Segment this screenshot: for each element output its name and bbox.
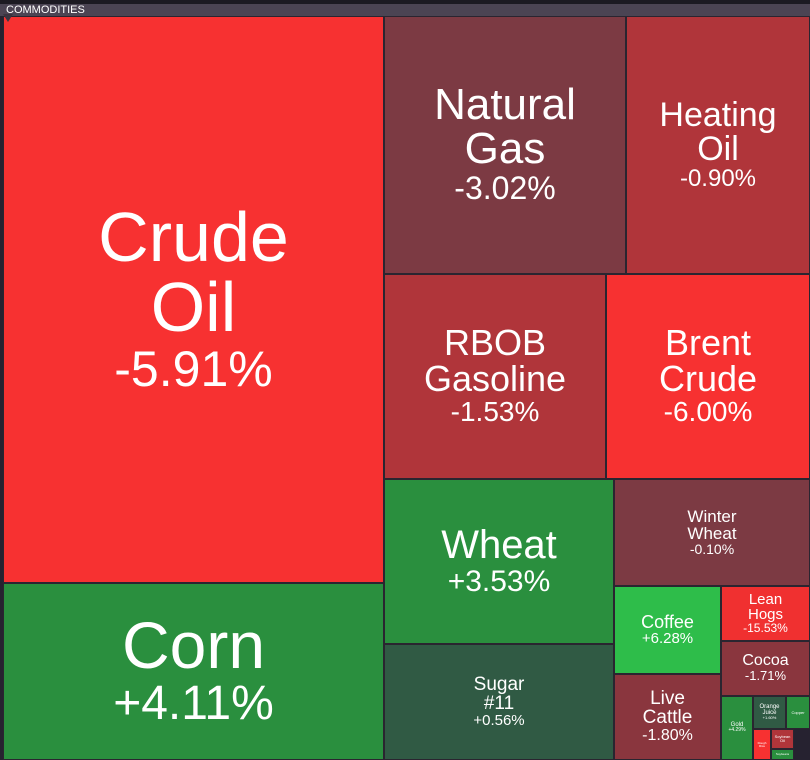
- tile-corn[interactable]: Corn +4.11%: [3, 583, 384, 760]
- tile-name: Lean Hogs: [747, 590, 784, 623]
- tile-change: -0.10%: [689, 540, 735, 557]
- tile-live-cattle[interactable]: Live Cattle -1.80%: [614, 674, 721, 760]
- tile-coffee[interactable]: Coffee +6.28%: [614, 586, 721, 674]
- tile-sugar-11[interactable]: Sugar #11 +0.56%: [384, 644, 614, 760]
- tile-name: Winter Wheat: [687, 506, 737, 543]
- tile-lean-hogs[interactable]: Lean Hogs -15.53%: [721, 586, 810, 641]
- tile-change: -5.91%: [114, 341, 273, 397]
- tile-rbob-gasoline[interactable]: RBOB Gasoline -1.53%: [384, 274, 606, 479]
- tile-gold[interactable]: Gold +4.29%: [721, 696, 753, 760]
- tile-copper[interactable]: Copper: [786, 696, 810, 729]
- tile-change: -15.53%: [743, 620, 788, 635]
- tile-change: -0.90%: [679, 164, 757, 192]
- tile-change: +4.29%: [728, 727, 746, 734]
- tile-change: +4.11%: [113, 677, 274, 731]
- tile-name: Heating Oil: [659, 95, 777, 168]
- tile-soybeans[interactable]: Soybeans: [771, 749, 794, 760]
- tile-name: Live Cattle: [642, 688, 693, 729]
- top-bar: [0, 0, 810, 4]
- tile-heating-oil[interactable]: Heating Oil -0.90%: [626, 16, 810, 274]
- tile-soybean-oil[interactable]: Soybean Oil: [771, 729, 794, 749]
- tile-change: +6.28%: [641, 629, 694, 647]
- tile-crude-oil[interactable]: Crude Oil -5.91%: [3, 16, 384, 583]
- caret-down-icon: [3, 14, 13, 22]
- tile-name: Natural Gas: [434, 80, 576, 174]
- tile-wheat[interactable]: Wheat +3.53%: [384, 479, 614, 644]
- tile-name: Cocoa: [742, 652, 789, 670]
- tile-name: RBOB Gasoline: [423, 322, 567, 400]
- tile-name: Sugar #11: [473, 673, 525, 714]
- tile-change: +1.60%: [762, 715, 777, 721]
- tile-name: Brent Crude: [658, 322, 758, 400]
- tile-cocoa[interactable]: Cocoa -1.71%: [721, 641, 810, 696]
- tile-change: -6.00%: [663, 396, 753, 428]
- tile-name: Orange Juice: [759, 704, 780, 717]
- tile-orange-juice[interactable]: Orange Juice +1.60%: [753, 696, 786, 729]
- treemap-header[interactable]: COMMODITIES: [0, 4, 810, 16]
- tile-name: Soybean Oil: [774, 734, 791, 743]
- tile-change: -3.02%: [454, 170, 556, 207]
- tile-rough-rice[interactable]: Rough Rice: [753, 729, 771, 760]
- tile-name: Coffee: [641, 611, 694, 632]
- tile-change: -1.71%: [744, 668, 787, 684]
- tile-natural-gas[interactable]: Natural Gas -3.02%: [384, 16, 626, 274]
- tile-change: +3.53%: [447, 565, 551, 598]
- tile-brent-crude[interactable]: Brent Crude -6.00%: [606, 274, 810, 479]
- tile-name: Copper: [791, 709, 805, 715]
- tile-name: Rough Rice: [757, 740, 767, 748]
- tile-change: +0.56%: [473, 711, 525, 729]
- tile-winter-wheat[interactable]: Winter Wheat -0.10%: [614, 479, 810, 586]
- tile-change: -1.53%: [450, 396, 540, 428]
- tile-name: Corn: [121, 608, 266, 683]
- tile-name: Soybeans: [775, 752, 790, 756]
- tile-name: Gold: [730, 722, 744, 729]
- tile-name: Wheat: [441, 523, 557, 567]
- tile-name: Crude Oil: [98, 198, 289, 346]
- tile-change: -1.80%: [642, 727, 693, 745]
